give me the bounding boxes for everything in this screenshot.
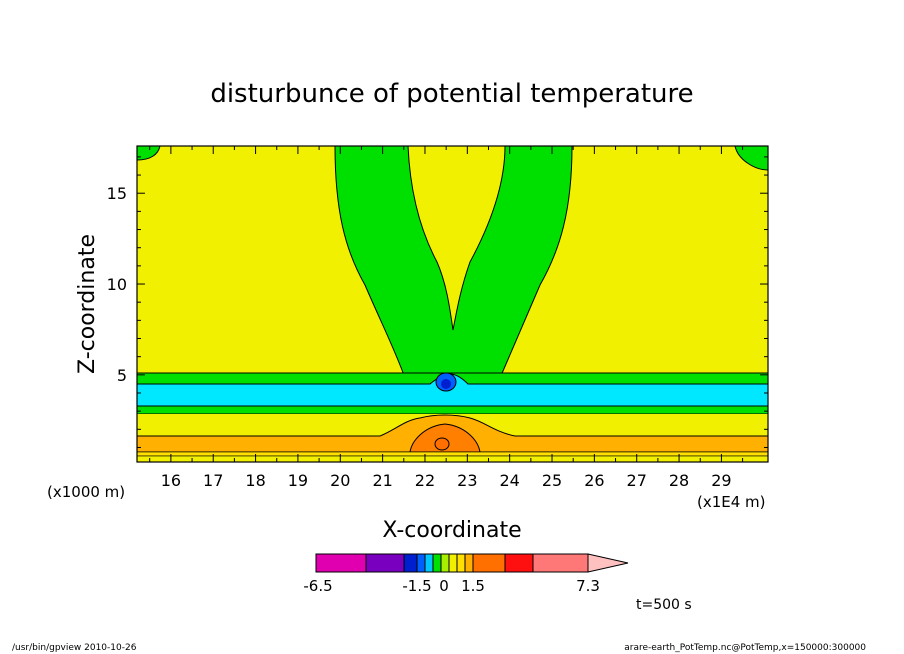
y-tick-label: 5 bbox=[117, 366, 127, 385]
colorbar-label: 7.3 bbox=[576, 577, 600, 595]
x-tick-label: 22 bbox=[415, 471, 435, 490]
colorbar-segment bbox=[457, 554, 465, 572]
colorbar-segment bbox=[505, 554, 533, 572]
y-axis-label: Z-coordinate bbox=[75, 234, 100, 374]
colorbar-segment bbox=[417, 554, 425, 572]
colorbar-label: 0 bbox=[439, 577, 449, 595]
colorbar-label: -1.5 bbox=[402, 577, 431, 595]
colorbar-segment bbox=[449, 554, 457, 572]
y-tick-label: 10 bbox=[107, 275, 127, 294]
time-label: t=500 s bbox=[636, 597, 692, 613]
colorbar-segment bbox=[433, 554, 441, 572]
chart-title: disturbunce of potential temperature bbox=[210, 79, 693, 109]
plot-area bbox=[137, 146, 768, 462]
contour-fill-darkblue-core bbox=[441, 379, 451, 389]
contour-fill-bottom-yellow bbox=[137, 452, 768, 456]
x-axis-label: X-coordinate bbox=[382, 518, 521, 543]
x-tick-label: 16 bbox=[161, 471, 181, 490]
y-tick-label: 15 bbox=[107, 184, 127, 203]
x-tick-label: 28 bbox=[669, 471, 689, 490]
colorbar-segment bbox=[366, 554, 404, 572]
colorbar-label: 1.5 bbox=[461, 577, 485, 595]
x-tick-label: 29 bbox=[711, 471, 731, 490]
footer-left: /usr/bin/gpview 2010-10-26 bbox=[12, 643, 137, 653]
x-tick-label: 23 bbox=[457, 471, 477, 490]
colorbar-label: -6.5 bbox=[303, 577, 332, 595]
colorbar-segment bbox=[533, 554, 588, 572]
x-tick-label: 19 bbox=[288, 471, 308, 490]
x-unit-left: (x1000 m) bbox=[47, 483, 125, 501]
colorbar-segment bbox=[316, 554, 366, 572]
x-tick-label: 17 bbox=[203, 471, 223, 490]
contour-fill-red-core bbox=[435, 438, 449, 450]
colorbar-extend-arrow bbox=[588, 554, 628, 572]
x-tick-label: 18 bbox=[245, 471, 265, 490]
footer-right: arare-earth_PotTemp.nc@PotTemp,x=150000:… bbox=[624, 643, 866, 653]
x-tick-label: 27 bbox=[627, 471, 647, 490]
colorbar-segment bbox=[465, 554, 473, 572]
colorbar-segment bbox=[441, 554, 449, 572]
colorbar-segment bbox=[425, 554, 433, 572]
colorbar-segment bbox=[473, 554, 505, 572]
contour-fill-bottom-thin bbox=[137, 456, 768, 462]
colorbar-segment bbox=[404, 554, 417, 572]
x-tick-label: 20 bbox=[330, 471, 350, 490]
x-unit-right: (x1E4 m) bbox=[697, 493, 766, 511]
x-tick-label: 24 bbox=[499, 471, 519, 490]
x-tick-label: 26 bbox=[584, 471, 604, 490]
colorbar-labels: -6.5 -1.5 0 1.5 7.3 bbox=[303, 577, 600, 595]
x-tick-label: 21 bbox=[372, 471, 392, 490]
x-tick-label: 25 bbox=[542, 471, 562, 490]
colorbar bbox=[316, 554, 628, 572]
